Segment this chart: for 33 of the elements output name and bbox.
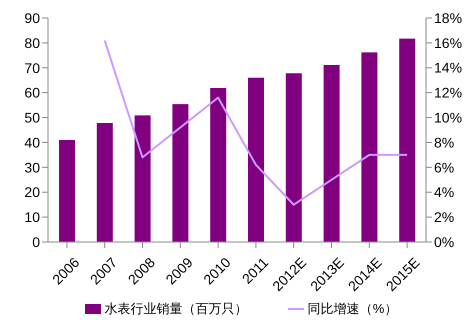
- line-series: [104, 39, 408, 206]
- y2-tick-label: 12%: [434, 84, 462, 101]
- y-tick-label: 10: [24, 209, 40, 226]
- y-tick-label: 90: [24, 10, 40, 26]
- bar: [172, 104, 188, 242]
- y-tick-label: 70: [24, 60, 40, 76]
- y-tick-label: 40: [24, 134, 40, 150]
- bar: [399, 38, 416, 242]
- y2-tick-label: 16%: [434, 34, 462, 51]
- y-tick-label: 0: [32, 234, 40, 250]
- y-tick-label: 60: [24, 84, 40, 101]
- y2-tick-label: 6%: [434, 159, 454, 176]
- y2-tick-label: 10%: [434, 110, 462, 126]
- y2-tick-label: 18%: [434, 10, 462, 26]
- y-tick-label: 20: [24, 184, 40, 200]
- bar: [324, 65, 340, 242]
- y-tick-label: 80: [24, 34, 40, 51]
- y2-tick-label: 0%: [434, 234, 454, 250]
- y2-tick-label: 8%: [434, 134, 454, 150]
- y2-tick-label: 2%: [434, 209, 454, 226]
- bar: [134, 115, 151, 242]
- y2-tick-label: 14%: [434, 60, 462, 76]
- bar: [248, 78, 264, 242]
- legend-label: 同比增速（%）: [308, 300, 398, 318]
- bar: [361, 52, 378, 242]
- bar: [210, 88, 226, 242]
- bar: [286, 73, 302, 242]
- y-tick-label: 30: [24, 159, 40, 176]
- y-tick-label: 50: [24, 110, 40, 126]
- bar: [59, 140, 75, 242]
- legend-label: 水表行业销量（百万只）: [104, 300, 248, 318]
- y2-tick-label: 4%: [434, 184, 454, 200]
- bar: [96, 123, 113, 242]
